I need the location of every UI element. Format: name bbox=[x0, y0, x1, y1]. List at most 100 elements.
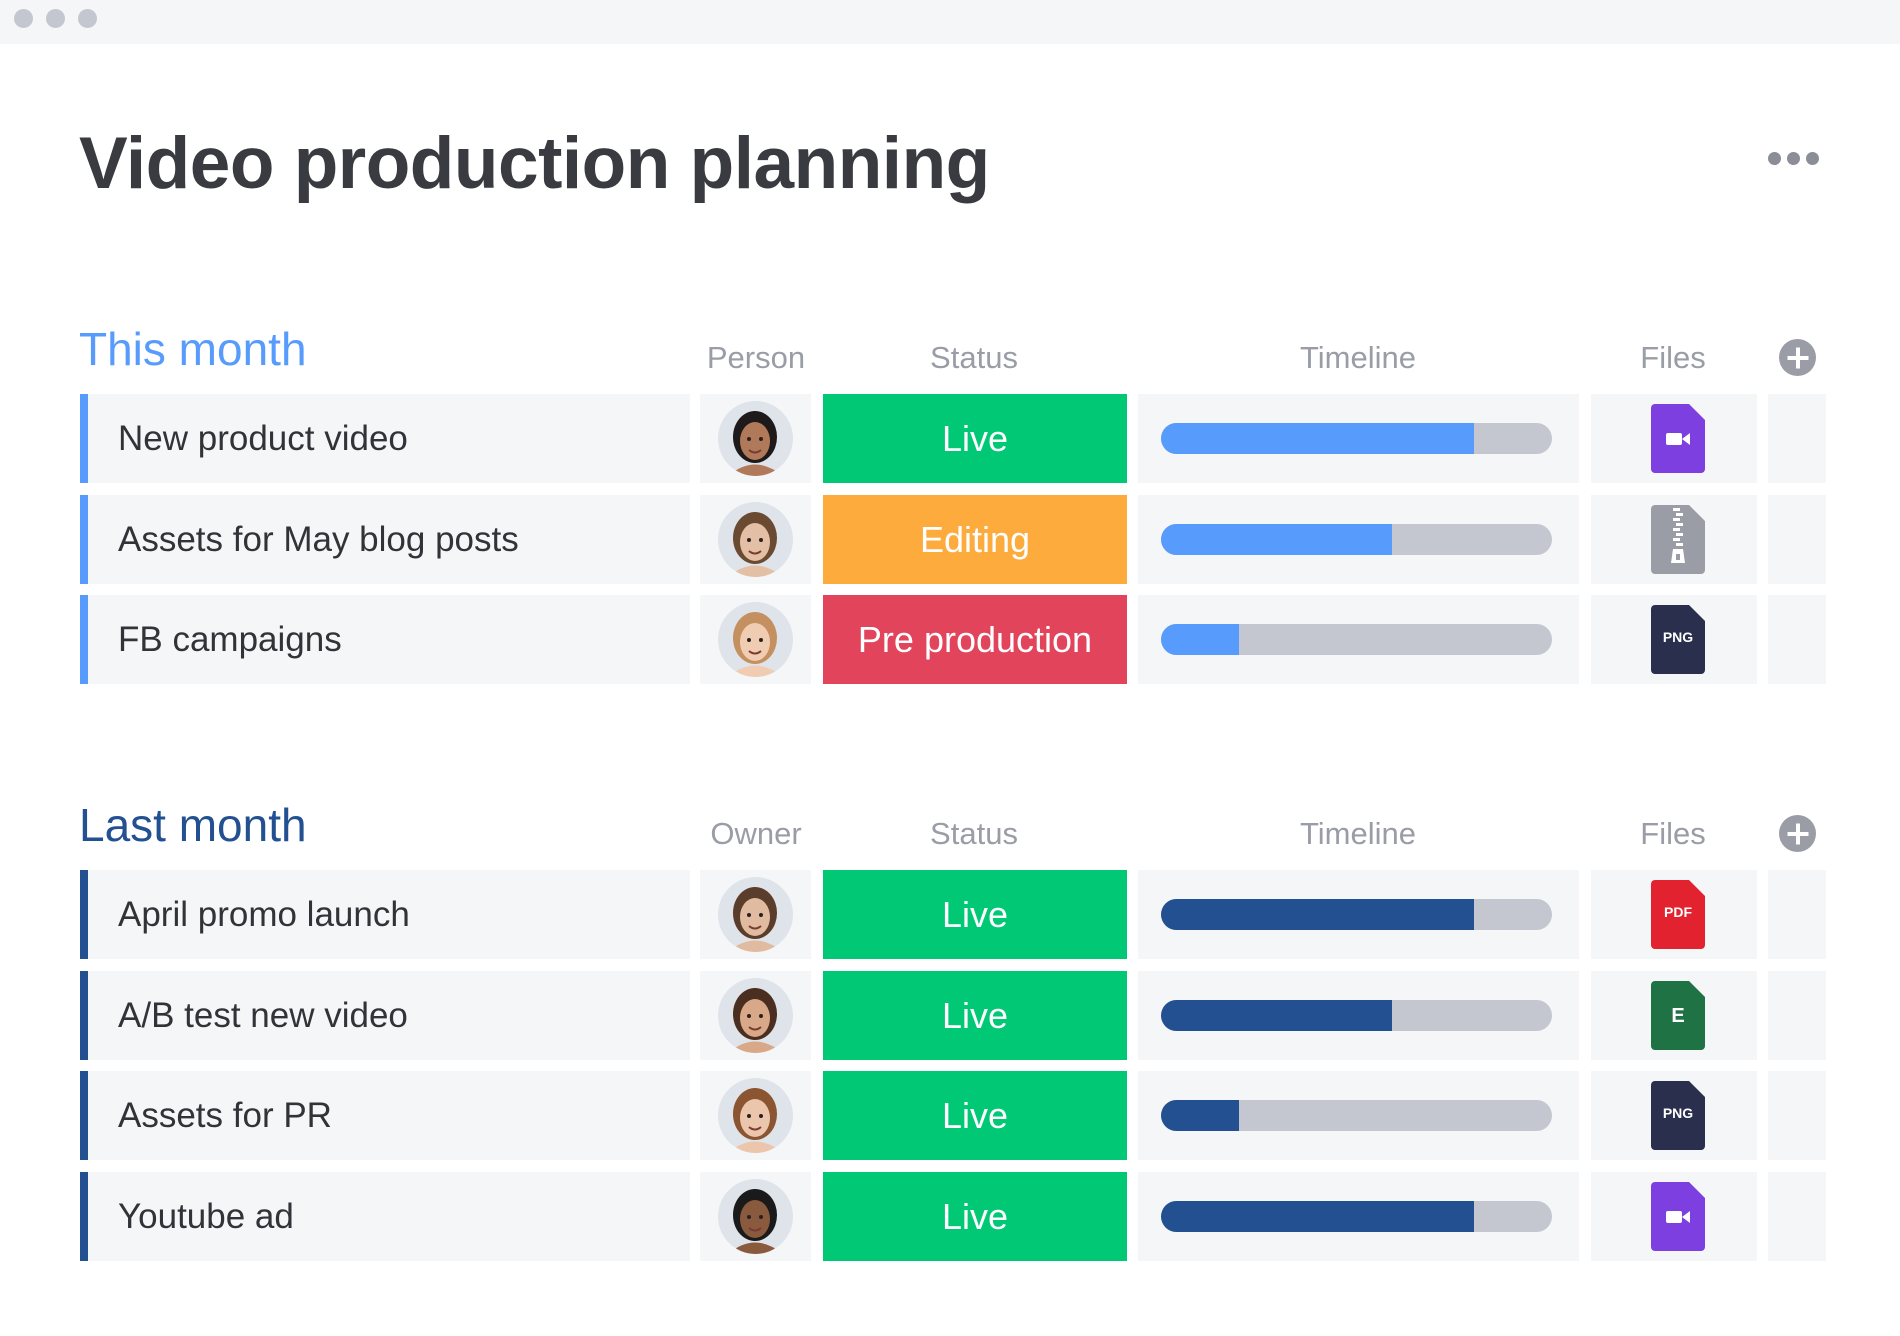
table-row[interactable]: A/B test new video Live E bbox=[80, 970, 1830, 1060]
avatar[interactable] bbox=[718, 977, 793, 1053]
timeline-progress-fill bbox=[1161, 624, 1240, 656]
status-badge[interactable]: Live bbox=[823, 394, 1127, 483]
column-header-files[interactable]: Files bbox=[1640, 340, 1706, 375]
png-file-icon[interactable]: PNG bbox=[1651, 605, 1705, 675]
group-color-border bbox=[80, 394, 88, 483]
timeline-progress-fill bbox=[1161, 523, 1392, 555]
empty-cell bbox=[1768, 1171, 1826, 1261]
avatar[interactable] bbox=[718, 877, 793, 952]
timeline-bar[interactable] bbox=[1161, 1200, 1552, 1232]
table-row[interactable]: Assets for May blog posts Editing bbox=[80, 494, 1830, 584]
timeline-cell[interactable] bbox=[1138, 1171, 1579, 1261]
avatar[interactable] bbox=[718, 1078, 793, 1154]
column-header-timeline[interactable]: Timeline bbox=[1300, 816, 1416, 851]
avatar[interactable] bbox=[718, 401, 793, 476]
files-cell[interactable] bbox=[1591, 494, 1757, 584]
pdf-file-icon[interactable]: PDF bbox=[1651, 880, 1705, 949]
timeline-cell[interactable] bbox=[1138, 970, 1579, 1060]
window-close-dot[interactable] bbox=[14, 9, 33, 28]
add-column-icon[interactable] bbox=[1779, 339, 1816, 376]
timeline-cell[interactable] bbox=[1138, 595, 1579, 685]
status-badge[interactable]: Live bbox=[823, 1071, 1127, 1161]
page-title: Video production planning bbox=[79, 123, 990, 204]
column-header-timeline[interactable]: Timeline bbox=[1300, 340, 1416, 375]
timeline-bar[interactable] bbox=[1161, 624, 1552, 656]
timeline-bar[interactable] bbox=[1161, 899, 1552, 930]
table-row[interactable]: Youtube ad Live bbox=[80, 1171, 1830, 1261]
avatar[interactable] bbox=[718, 602, 793, 678]
file-type-label: E bbox=[1671, 1004, 1685, 1027]
timeline-bar[interactable] bbox=[1161, 423, 1552, 454]
person-cell[interactable] bbox=[700, 394, 811, 483]
excel-file-icon[interactable]: E bbox=[1651, 980, 1705, 1050]
status-badge[interactable]: Live bbox=[823, 870, 1127, 959]
timeline-bar[interactable] bbox=[1161, 999, 1552, 1031]
item-name[interactable]: FB campaigns bbox=[88, 595, 690, 685]
more-options-icon[interactable] bbox=[1768, 152, 1819, 165]
table-row[interactable]: FB campaigns Pre production PNG bbox=[80, 595, 1830, 685]
person-cell[interactable] bbox=[700, 494, 811, 584]
status-badge[interactable]: Pre production bbox=[823, 595, 1127, 685]
group-title[interactable]: This month bbox=[79, 323, 307, 375]
empty-cell bbox=[1768, 970, 1826, 1060]
group-color-border bbox=[80, 1071, 88, 1161]
table-row[interactable]: Assets for PR Live PNG bbox=[80, 1071, 1830, 1161]
file-type-label: PNG bbox=[1662, 1105, 1694, 1122]
files-cell[interactable]: PDF bbox=[1591, 870, 1757, 959]
column-header-status[interactable]: Status bbox=[930, 816, 1018, 851]
avatar[interactable] bbox=[718, 1178, 793, 1254]
status-badge[interactable]: Live bbox=[823, 1171, 1127, 1261]
empty-cell bbox=[1768, 595, 1826, 685]
png-file-icon[interactable]: PNG bbox=[1651, 1081, 1705, 1151]
group-title[interactable]: Last month bbox=[79, 799, 307, 851]
timeline-cell[interactable] bbox=[1138, 494, 1579, 584]
person-cell[interactable] bbox=[700, 1071, 811, 1161]
files-cell[interactable] bbox=[1591, 394, 1757, 483]
video-file-icon[interactable] bbox=[1651, 404, 1705, 473]
empty-cell bbox=[1768, 494, 1826, 584]
files-cell[interactable]: E bbox=[1591, 970, 1757, 1060]
status-badge[interactable]: Editing bbox=[823, 494, 1127, 584]
avatar[interactable] bbox=[718, 501, 793, 577]
person-cell[interactable] bbox=[700, 595, 811, 685]
column-header-person[interactable]: Owner bbox=[710, 816, 802, 851]
timeline-bar[interactable] bbox=[1161, 1100, 1552, 1132]
item-name[interactable]: Youtube ad bbox=[88, 1171, 690, 1261]
item-name[interactable]: April promo launch bbox=[88, 870, 690, 959]
table-row[interactable]: April promo launch Live PDF bbox=[80, 870, 1830, 959]
group-color-border bbox=[80, 970, 88, 1060]
timeline-progress-fill bbox=[1161, 423, 1474, 454]
group-color-border bbox=[80, 870, 88, 959]
window-titlebar bbox=[0, 0, 1900, 44]
timeline-bar[interactable] bbox=[1161, 523, 1552, 555]
timeline-progress-fill bbox=[1161, 1100, 1240, 1132]
add-column-icon[interactable] bbox=[1779, 815, 1816, 852]
group-color-border bbox=[80, 1171, 88, 1261]
item-name[interactable]: New product video bbox=[88, 394, 690, 483]
column-header-status[interactable]: Status bbox=[930, 340, 1018, 375]
video-file-icon[interactable] bbox=[1651, 1181, 1705, 1251]
empty-cell bbox=[1768, 870, 1826, 959]
item-name[interactable]: Assets for PR bbox=[88, 1071, 690, 1161]
timeline-cell[interactable] bbox=[1138, 394, 1579, 483]
person-cell[interactable] bbox=[700, 870, 811, 959]
window-maximize-dot[interactable] bbox=[78, 9, 97, 28]
zip-file-icon[interactable] bbox=[1651, 504, 1705, 574]
files-cell[interactable]: PNG bbox=[1591, 1071, 1757, 1161]
empty-cell bbox=[1768, 1071, 1826, 1161]
item-name[interactable]: A/B test new video bbox=[88, 970, 690, 1060]
person-cell[interactable] bbox=[700, 1171, 811, 1261]
group-color-border bbox=[80, 494, 88, 584]
timeline-cell[interactable] bbox=[1138, 870, 1579, 959]
window-minimize-dot[interactable] bbox=[46, 9, 65, 28]
status-badge[interactable]: Live bbox=[823, 970, 1127, 1060]
table-row[interactable]: New product video Live bbox=[80, 394, 1830, 483]
column-header-files[interactable]: Files bbox=[1640, 816, 1706, 851]
person-cell[interactable] bbox=[700, 970, 811, 1060]
item-name[interactable]: Assets for May blog posts bbox=[88, 494, 690, 584]
column-header-person[interactable]: Person bbox=[706, 340, 806, 375]
timeline-cell[interactable] bbox=[1138, 1071, 1579, 1161]
files-cell[interactable]: PNG bbox=[1591, 595, 1757, 685]
files-cell[interactable] bbox=[1591, 1171, 1757, 1261]
empty-cell bbox=[1768, 394, 1826, 483]
